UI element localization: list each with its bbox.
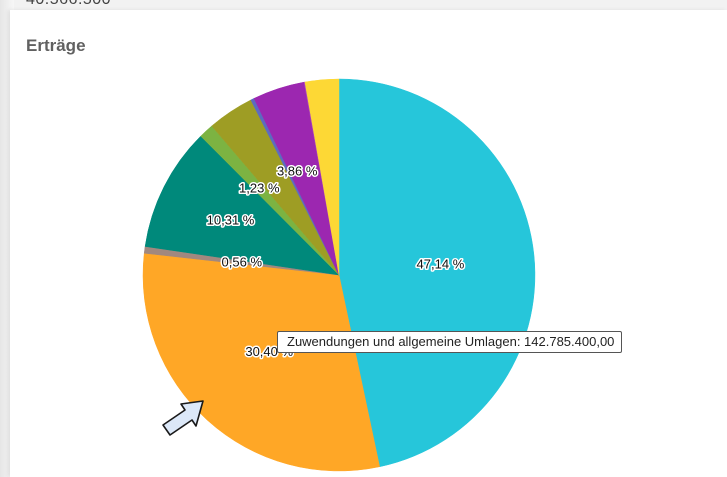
slice-label: 1,23 % — [239, 181, 280, 196]
cursor-arrow-icon — [163, 401, 203, 435]
slice-label: 47,14 % — [417, 256, 465, 271]
slice-label: 3,86 % — [277, 163, 318, 178]
slice-label: 0,56 % — [222, 254, 263, 269]
slice-label: 10,31 % — [207, 212, 255, 227]
pie-slice[interactable] — [339, 79, 535, 467]
chart-tooltip: Zuwendungen und allgemeine Umlagen: 142.… — [277, 331, 622, 353]
